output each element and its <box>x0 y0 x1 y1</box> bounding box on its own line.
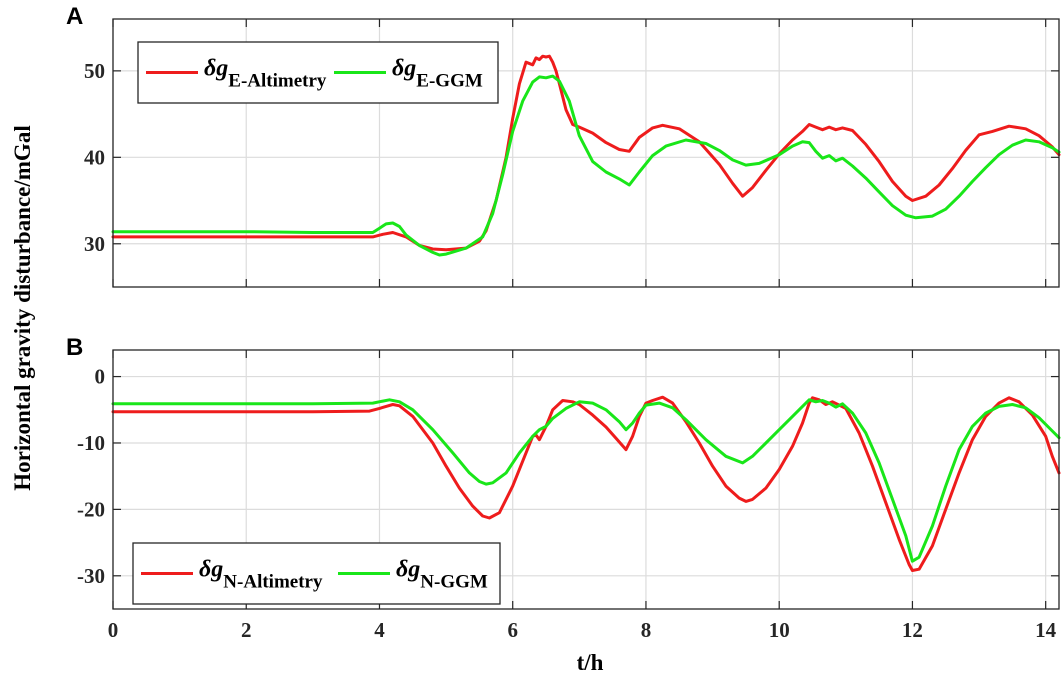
legend-entry-ggm: δgE-GGM <box>392 56 483 92</box>
legend-symbol: δg <box>199 557 223 583</box>
y-tick-label: -20 <box>77 497 105 521</box>
panel-b-x-tick-labels: 0 2 4 6 8 10 12 14 <box>108 618 1057 642</box>
legend-symbol: δg <box>396 557 420 583</box>
panel-b-y-tick-labels: -30 -20 -10 0 <box>77 365 105 588</box>
y-tick-label: -30 <box>77 564 105 588</box>
panel-a-axes-box <box>112 18 1060 288</box>
y-tick-label: 40 <box>84 145 105 169</box>
x-axis-label: t/h <box>577 650 604 675</box>
x-tick-label: 14 <box>1035 618 1057 642</box>
y-tick-label: 30 <box>84 232 105 256</box>
panel-a-ticks <box>112 19 1059 287</box>
legend-box <box>132 542 501 605</box>
legend-subscript: N-Altimetry <box>223 572 323 593</box>
panel-a-y-tick-labels: 30 40 50 <box>84 59 105 256</box>
series-line-ggm <box>111 398 1061 563</box>
x-tick-label: 2 <box>241 618 252 642</box>
legend-subscript: N-GGM <box>420 572 488 593</box>
panel-label-b: B <box>66 334 83 361</box>
legend-subscript: E-GGM <box>416 71 483 92</box>
x-tick-label: 12 <box>902 618 923 642</box>
y-axis-label: Horizontal gravity disturbance/mGal <box>10 125 35 490</box>
legend-symbol: δg <box>204 56 228 82</box>
legend-subscript: E-Altimetry <box>228 71 327 92</box>
legend-symbol: δg <box>392 56 416 82</box>
panel-a-legend: δgE-Altimetry δgE-GGM <box>137 41 499 104</box>
x-tick-label: 6 <box>507 618 518 642</box>
panel-label-a: A <box>66 3 83 30</box>
panel-b-legend: δgN-Altimetry δgN-GGM <box>132 542 501 605</box>
legend-entry-altimetry: δgE-Altimetry <box>204 56 327 92</box>
x-tick-label: 8 <box>641 618 652 642</box>
panel-b: B 0 2 4 6 8 10 12 14 -30-20-100 δgN-Altimetry δg… <box>66 334 1061 642</box>
x-tick-label: 10 <box>769 618 790 642</box>
legend-entry-ggm: δgN-GGM <box>396 557 488 593</box>
panel-b-series <box>111 395 1061 572</box>
y-tick-label: 50 <box>84 59 105 83</box>
y-tick-label: -10 <box>77 431 105 455</box>
panel-a-series <box>111 54 1061 257</box>
panel-b-axes-box <box>112 349 1060 610</box>
series-line-ggm <box>111 74 1061 257</box>
x-tick-label: 0 <box>108 618 119 642</box>
x-tick-label: 4 <box>374 618 385 642</box>
legend-entry-altimetry: δgN-Altimetry <box>199 557 323 593</box>
y-tick-label: 0 <box>95 365 106 389</box>
